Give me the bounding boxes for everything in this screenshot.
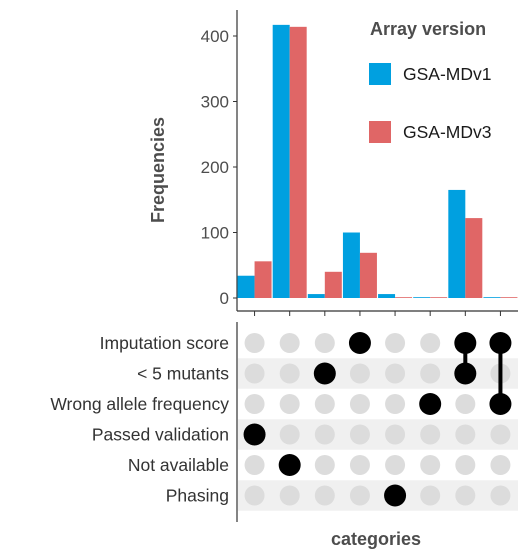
bar-GSA-MDv1-c8 bbox=[483, 297, 501, 298]
matrix-dot-inactive bbox=[314, 485, 335, 506]
matrix-dot-inactive bbox=[279, 485, 300, 506]
set-label: Not available bbox=[128, 455, 229, 475]
matrix-dot-inactive bbox=[244, 363, 265, 384]
bar-GSA-MDv1-c5 bbox=[378, 294, 396, 298]
bar-GSA-MDv1-c2 bbox=[272, 24, 290, 299]
matrix-dot-active bbox=[243, 423, 266, 446]
matrix-dot-inactive bbox=[279, 333, 300, 353]
matrix-dot-inactive bbox=[314, 333, 335, 353]
legend-key-GSA-MDv1 bbox=[369, 63, 391, 85]
matrix-dot-inactive bbox=[349, 424, 370, 445]
matrix-dot-active bbox=[313, 362, 336, 385]
matrix-dot-active bbox=[454, 332, 477, 354]
y-tick-label: 200 bbox=[201, 158, 229, 177]
y-tick-label: 100 bbox=[201, 224, 229, 243]
bar-GSA-MDv3-c8 bbox=[500, 297, 518, 298]
matrix-dot-active bbox=[278, 454, 301, 476]
set-label: Passed validation bbox=[92, 425, 229, 445]
bar-GSA-MDv1-c7 bbox=[448, 189, 466, 298]
bar-GSA-MDv3-c7 bbox=[465, 218, 483, 298]
x-axis-title: categories bbox=[331, 529, 421, 549]
y-tick-label: 400 bbox=[201, 27, 229, 46]
bar-GSA-MDv3-c6 bbox=[430, 297, 448, 298]
matrix-dot-inactive bbox=[349, 363, 370, 384]
set-label: < 5 mutants bbox=[137, 364, 229, 384]
bar-GSA-MDv1-c1 bbox=[237, 275, 255, 298]
bar-GSA-MDv3-c1 bbox=[254, 261, 272, 298]
matrix-dot-active bbox=[454, 362, 477, 385]
matrix-dot-inactive bbox=[490, 424, 511, 445]
matrix-dot-inactive bbox=[349, 485, 370, 506]
matrix-dot-inactive bbox=[244, 333, 265, 353]
legend-key-GSA-MDv3 bbox=[369, 121, 391, 143]
bar-GSA-MDv1-c3 bbox=[307, 294, 325, 298]
matrix-dot-inactive bbox=[490, 485, 511, 506]
matrix-dot-active bbox=[419, 393, 442, 415]
matrix-dot-inactive bbox=[349, 394, 370, 414]
y-tick-label: 0 bbox=[220, 289, 229, 308]
legend-label-GSA-MDv3: GSA-MDv3 bbox=[403, 122, 491, 142]
matrix-panel: Imputation score < 5 mutants Wrong allele … bbox=[50, 322, 518, 522]
bar-GSA-MDv1-c4 bbox=[342, 232, 360, 298]
legend-label-GSA-MDv1: GSA-MDv1 bbox=[403, 64, 491, 84]
matrix-dot-inactive bbox=[279, 363, 300, 384]
matrix-dot-active bbox=[489, 393, 512, 415]
set-label: Phasing bbox=[166, 486, 229, 506]
matrix-dot-inactive bbox=[455, 485, 476, 506]
matrix-dot-active bbox=[489, 332, 512, 354]
matrix-dot-inactive bbox=[455, 455, 476, 475]
matrix-dot-inactive bbox=[349, 455, 370, 475]
bar-GSA-MDv3-c5 bbox=[395, 297, 413, 298]
bar-GSA-MDv3-c2 bbox=[289, 26, 307, 299]
matrix-dot-inactive bbox=[244, 455, 265, 475]
matrix-dot-inactive bbox=[490, 455, 511, 475]
matrix-dot-inactive bbox=[385, 363, 406, 384]
matrix-dot-inactive bbox=[420, 485, 441, 506]
y-axis-title: Frequencies bbox=[148, 117, 168, 223]
legend: Array version GSA-MDv1 GSA-MDv3 bbox=[369, 19, 491, 143]
matrix-dot-inactive bbox=[385, 455, 406, 475]
matrix-dot-inactive bbox=[385, 394, 406, 414]
legend-title: Array version bbox=[370, 19, 486, 39]
bar-GSA-MDv3-c4 bbox=[359, 252, 377, 298]
matrix-dot-inactive bbox=[420, 424, 441, 445]
bar-GSA-MDv3-c3 bbox=[324, 271, 342, 298]
matrix-dot-inactive bbox=[420, 333, 441, 353]
y-tick-label: 300 bbox=[201, 93, 229, 112]
matrix-dot-inactive bbox=[314, 394, 335, 414]
matrix-dot-inactive bbox=[455, 394, 476, 414]
matrix-dot-active bbox=[384, 484, 407, 507]
matrix-dot-active bbox=[348, 332, 371, 354]
matrix-dot-inactive bbox=[455, 424, 476, 445]
bar-panel: 0 100 200 300 400 bbox=[201, 10, 518, 316]
matrix-dot-inactive bbox=[244, 485, 265, 506]
matrix-dot-inactive bbox=[314, 424, 335, 445]
matrix-dot-inactive bbox=[385, 333, 406, 353]
set-label: Imputation score bbox=[100, 333, 229, 353]
matrix-dot-inactive bbox=[420, 455, 441, 475]
matrix-dot-inactive bbox=[385, 424, 406, 445]
matrix-dot-inactive bbox=[420, 363, 441, 384]
bar-GSA-MDv1-c6 bbox=[413, 297, 431, 298]
matrix-dot-inactive bbox=[279, 394, 300, 414]
matrix-dot-inactive bbox=[279, 424, 300, 445]
set-label: Wrong allele frequency bbox=[50, 394, 229, 414]
matrix-dot-inactive bbox=[244, 394, 265, 414]
matrix-dot-inactive bbox=[314, 455, 335, 475]
